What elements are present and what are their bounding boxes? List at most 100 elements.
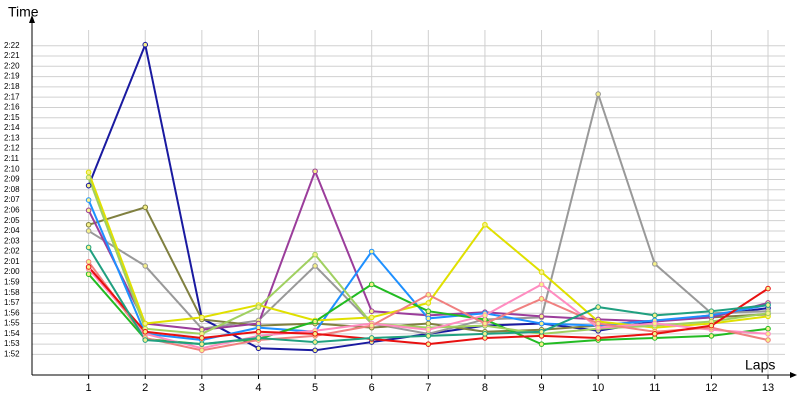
x-tick-label: 10 [592,382,604,394]
y-tick-label: 1:57 [4,298,20,307]
y-tick-label: 2:11 [4,154,20,163]
point [255,345,262,352]
grid: 1:52 1:531:541:55 1:561:571:581:59 2:002:01… [4,30,785,394]
x-tick-label: 8 [482,382,488,394]
point [85,228,92,234]
point [312,347,318,354]
point [425,333,432,339]
point [85,221,92,228]
point [312,318,318,325]
point [765,337,771,343]
y-tick-label: 1:52 [4,350,20,359]
point [708,322,715,329]
point [425,326,432,333]
point [538,296,545,302]
point [255,304,262,310]
point [651,320,658,327]
point [85,169,92,176]
point [538,328,545,335]
x-tick-label: 12 [705,382,717,394]
y-tick-label: 2:17 [4,92,20,101]
point [538,320,545,327]
point [85,244,92,251]
point [142,263,149,269]
point [651,261,658,267]
point [538,341,545,347]
point [482,221,488,228]
point [425,315,432,322]
point [595,320,601,327]
x-tick-label: 6 [369,382,375,394]
y-tick-label: 1:59 [4,278,20,287]
x-tick-label: 13 [762,382,774,394]
point [312,263,318,269]
x-axis-title: Laps [745,357,775,373]
point [425,291,432,298]
point [482,312,488,319]
y-tick-label: 2:13 [4,133,20,142]
y-axis-title: Time [8,4,39,20]
point [651,331,658,337]
point [85,174,92,181]
y-axis-arrow [29,15,35,23]
point [538,313,545,320]
point [312,331,318,337]
point [312,251,318,258]
point [142,337,149,343]
x-tick-label: 9 [538,382,544,394]
point [85,259,92,265]
point [651,312,658,319]
point [595,91,601,97]
y-tick-label: 2:14 [4,123,20,132]
y-tick-label: 2:07 [4,195,20,204]
y-tick-label: 2:03 [4,236,20,245]
point [368,335,375,341]
point [765,302,771,308]
y-tick-label: 2:19 [4,72,20,81]
point [425,308,432,315]
point [85,207,92,214]
y-tick-label: 1:54 [4,329,20,338]
y-tick-label: 2:00 [4,267,20,276]
point [765,285,771,292]
point [765,331,771,337]
x-tick-label: 3 [199,382,205,394]
point [368,322,375,329]
point [765,325,771,332]
point [368,314,375,321]
y-tick-label: 2:06 [4,205,20,214]
y-tick-label: 2:09 [4,175,20,184]
point [85,182,92,189]
y-tick-label: 2:22 [4,41,20,50]
y-tick-label: 1:56 [4,308,20,317]
x-tick-label: 11 [649,382,660,394]
y-tick-label: 2:21 [4,51,20,60]
point [142,204,149,211]
y-tick-label: 2:08 [4,185,20,194]
y-tick-label: 2:01 [4,257,20,266]
x-axis-arrow [790,372,797,378]
point [85,271,92,277]
x-tick-label: 7 [425,382,431,394]
point [255,335,262,341]
point [199,347,205,354]
point [708,308,715,315]
x-tick-label: 2 [142,382,148,394]
point [85,197,92,203]
point [368,281,375,288]
y-tick-label: 1:55 [4,319,20,328]
y-tick-label: 2:15 [4,113,20,122]
x-tick-label: 5 [312,382,318,394]
point [142,328,149,335]
point [312,168,318,175]
x-tick-label: 4 [255,382,261,394]
y-tick-label: 2:16 [4,103,20,112]
point [538,281,545,288]
point [538,269,545,275]
point [368,308,375,315]
y-tick-label: 2:20 [4,61,20,70]
y-tick-label: 2:10 [4,164,20,173]
point [255,328,262,335]
